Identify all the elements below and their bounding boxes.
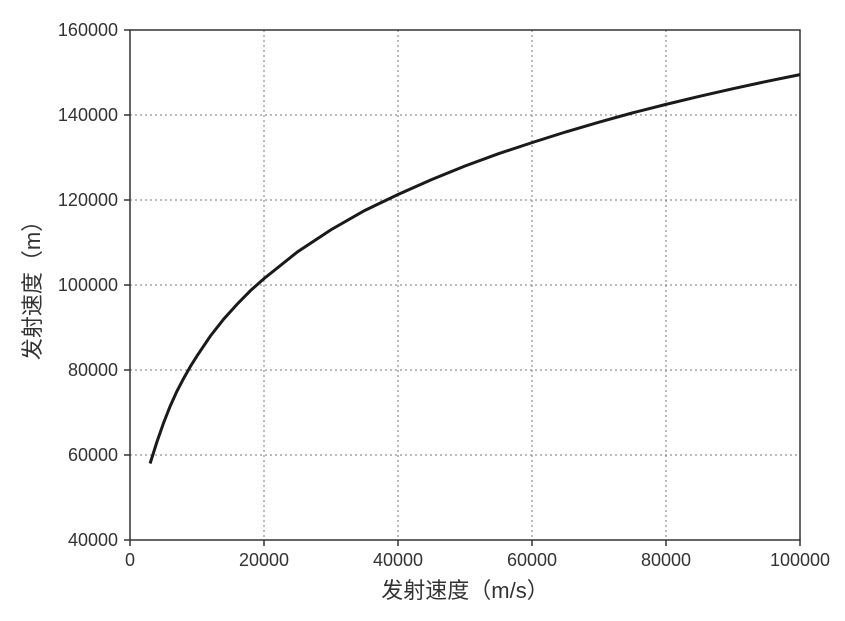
y-axis-label: 发射速度（m） [20,210,45,360]
y-tick-label: 100000 [58,275,118,295]
y-tick-label: 60000 [68,445,118,465]
x-tick-label: 80000 [641,550,691,570]
x-tick-label: 20000 [239,550,289,570]
x-tick-label: 60000 [507,550,557,570]
y-tick-label: 140000 [58,105,118,125]
chart-container: 0 20000 40000 60000 80000 100000 40000 60000 800… [0,0,845,621]
x-axis-label: 发射速度（m/s） [381,578,548,603]
x-tick-label: 100000 [770,550,830,570]
y-tick-label: 120000 [58,190,118,210]
x-tick-label: 40000 [373,550,423,570]
line-chart: 0 20000 40000 60000 80000 100000 40000 60000 800… [0,0,845,621]
y-tick-label: 80000 [68,360,118,380]
x-tick-label: 0 [125,550,135,570]
y-tick-label: 160000 [58,20,118,40]
y-tick-label: 40000 [68,530,118,550]
